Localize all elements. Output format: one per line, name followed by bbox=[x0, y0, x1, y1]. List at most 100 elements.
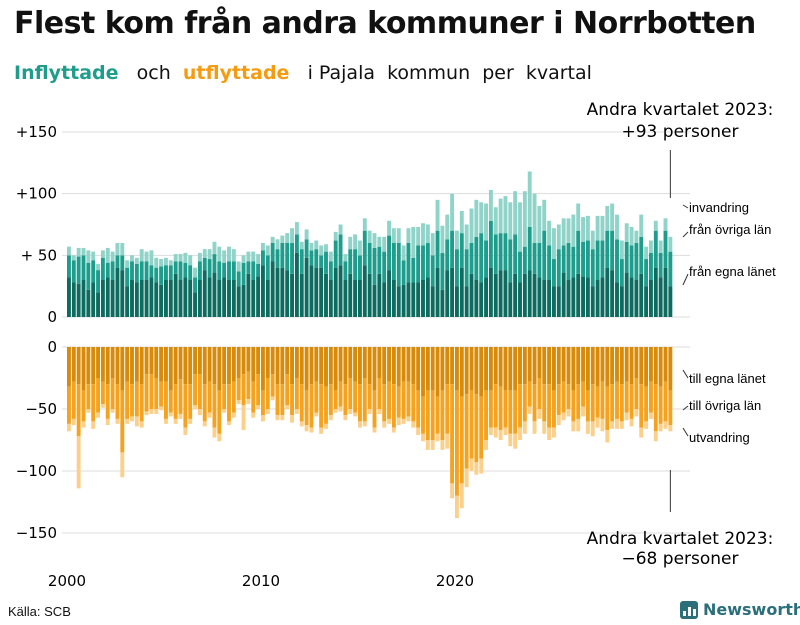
bar-in-1 bbox=[96, 270, 100, 293]
bar-in-2 bbox=[527, 171, 532, 227]
bar-out-1 bbox=[125, 381, 130, 419]
bar-in-0 bbox=[552, 286, 556, 317]
bar-out-1 bbox=[280, 384, 285, 416]
annotation-bottom-line1: Andra kvartalet 2023: bbox=[587, 529, 774, 549]
bar-in-2 bbox=[96, 263, 100, 271]
bar-out-0 bbox=[81, 347, 86, 391]
bar-in-1 bbox=[566, 243, 571, 280]
bar-out-2 bbox=[319, 427, 324, 434]
bar-out-2 bbox=[144, 411, 149, 416]
bar-in-2 bbox=[294, 222, 299, 235]
bar-out-1 bbox=[639, 384, 644, 428]
bar-out-0 bbox=[605, 347, 610, 387]
bar-in-2 bbox=[222, 250, 227, 263]
bar-out-1 bbox=[663, 381, 668, 422]
bar-in-0 bbox=[435, 267, 440, 317]
bar-out-2 bbox=[522, 421, 527, 434]
bar-in-1 bbox=[498, 233, 503, 271]
bar-out-2 bbox=[537, 409, 542, 419]
bar-in-2 bbox=[619, 240, 624, 260]
bar-out-0 bbox=[566, 347, 571, 385]
bar-in-0 bbox=[600, 277, 605, 317]
bar-out-1 bbox=[372, 390, 377, 428]
bar-out-2 bbox=[581, 406, 585, 417]
bar-in-0 bbox=[372, 284, 377, 317]
bar-in-2 bbox=[391, 228, 396, 243]
bar-out-0 bbox=[498, 347, 503, 387]
bar-out-1 bbox=[105, 384, 110, 419]
bar-out-1 bbox=[498, 386, 503, 431]
bar-out-0 bbox=[493, 347, 498, 385]
bar-in-0 bbox=[556, 286, 561, 317]
bar-in-0 bbox=[658, 277, 663, 317]
y-tick-label: −150 bbox=[16, 524, 57, 542]
bar-in-2 bbox=[246, 251, 251, 262]
bar-in-2 bbox=[624, 223, 629, 242]
bar-in-1 bbox=[624, 241, 629, 273]
bar-in-2 bbox=[324, 244, 328, 252]
bar-in-2 bbox=[348, 236, 353, 250]
bar-in-2 bbox=[105, 247, 110, 263]
bar-out-0 bbox=[653, 347, 658, 385]
bar-out-0 bbox=[377, 347, 382, 378]
bar-out-1 bbox=[212, 384, 217, 428]
bar-out-1 bbox=[217, 390, 222, 434]
bar-in-2 bbox=[197, 252, 202, 262]
bar-in-0 bbox=[649, 280, 653, 317]
bar-out-1 bbox=[265, 378, 270, 409]
bar-in-2 bbox=[590, 230, 595, 250]
bar-in-0 bbox=[202, 270, 207, 317]
bar-out-1 bbox=[624, 381, 629, 413]
bar-out-2 bbox=[202, 421, 207, 427]
bar-out-2 bbox=[430, 440, 435, 450]
bar-in-2 bbox=[154, 257, 159, 268]
bar-out-1 bbox=[67, 386, 71, 424]
bar-in-1 bbox=[343, 261, 348, 280]
x-tick-label: 2020 bbox=[436, 572, 474, 590]
bar-out-1 bbox=[629, 384, 634, 419]
bar-out-1 bbox=[328, 384, 333, 416]
bar-out-2 bbox=[178, 413, 183, 419]
bar-out-2 bbox=[353, 412, 358, 417]
bar-out-1 bbox=[338, 381, 343, 407]
bar-out-1 bbox=[634, 378, 639, 409]
bar-out-2 bbox=[396, 417, 401, 426]
bar-out-0 bbox=[304, 347, 309, 391]
bar-in-2 bbox=[367, 230, 372, 243]
bar-out-0 bbox=[503, 347, 508, 391]
bar-out-2 bbox=[261, 415, 265, 422]
bar-out-1 bbox=[149, 374, 154, 409]
bar-in-2 bbox=[411, 226, 416, 258]
bar-out-1 bbox=[425, 390, 430, 440]
bar-in-0 bbox=[518, 282, 522, 317]
bar-in-1 bbox=[188, 265, 193, 280]
bar-out-2 bbox=[333, 409, 338, 413]
bar-in-2 bbox=[100, 250, 105, 258]
bar-out-2 bbox=[285, 405, 290, 409]
bar-out-0 bbox=[130, 347, 134, 385]
bar-out-2 bbox=[343, 415, 348, 421]
bar-in-2 bbox=[139, 249, 144, 262]
bar-in-2 bbox=[522, 191, 527, 247]
bar-out-2 bbox=[309, 427, 314, 433]
bar-out-1 bbox=[571, 390, 576, 422]
bar-out-0 bbox=[280, 347, 285, 385]
bar-out-1 bbox=[96, 378, 100, 413]
bar-in-1 bbox=[610, 230, 615, 271]
bar-out-0 bbox=[595, 347, 600, 387]
label-tick bbox=[682, 231, 689, 238]
bar-out-0 bbox=[144, 347, 149, 375]
bar-in-1 bbox=[81, 255, 86, 280]
bar-in-2 bbox=[459, 210, 464, 234]
bar-in-1 bbox=[290, 243, 294, 274]
bar-out-0 bbox=[455, 347, 459, 391]
bar-in-2 bbox=[76, 247, 81, 257]
bar-in-1 bbox=[207, 259, 212, 278]
bar-out-2 bbox=[484, 440, 488, 450]
bar-in-0 bbox=[527, 270, 532, 317]
bar-in-0 bbox=[319, 267, 324, 317]
bar-in-0 bbox=[522, 273, 527, 317]
bar-in-1 bbox=[183, 262, 188, 278]
bar-out-0 bbox=[207, 347, 212, 382]
